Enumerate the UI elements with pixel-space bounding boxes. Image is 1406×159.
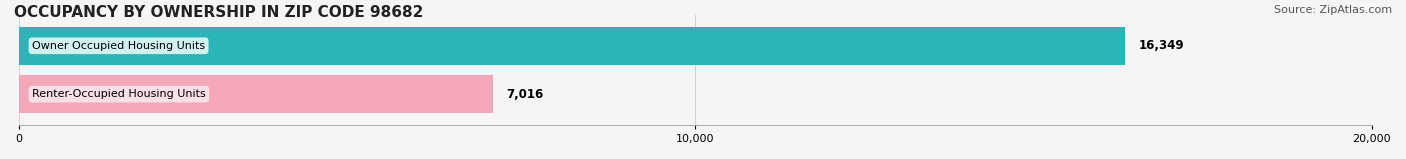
Text: Source: ZipAtlas.com: Source: ZipAtlas.com xyxy=(1274,5,1392,15)
Bar xyxy=(18,75,494,113)
Text: 7,016: 7,016 xyxy=(506,88,544,101)
Text: OCCUPANCY BY OWNERSHIP IN ZIP CODE 98682: OCCUPANCY BY OWNERSHIP IN ZIP CODE 98682 xyxy=(14,5,423,20)
Text: Renter-Occupied Housing Units: Renter-Occupied Housing Units xyxy=(32,89,205,99)
Bar xyxy=(18,27,1125,65)
Text: Owner Occupied Housing Units: Owner Occupied Housing Units xyxy=(32,41,205,51)
Text: 16,349: 16,349 xyxy=(1139,39,1184,52)
